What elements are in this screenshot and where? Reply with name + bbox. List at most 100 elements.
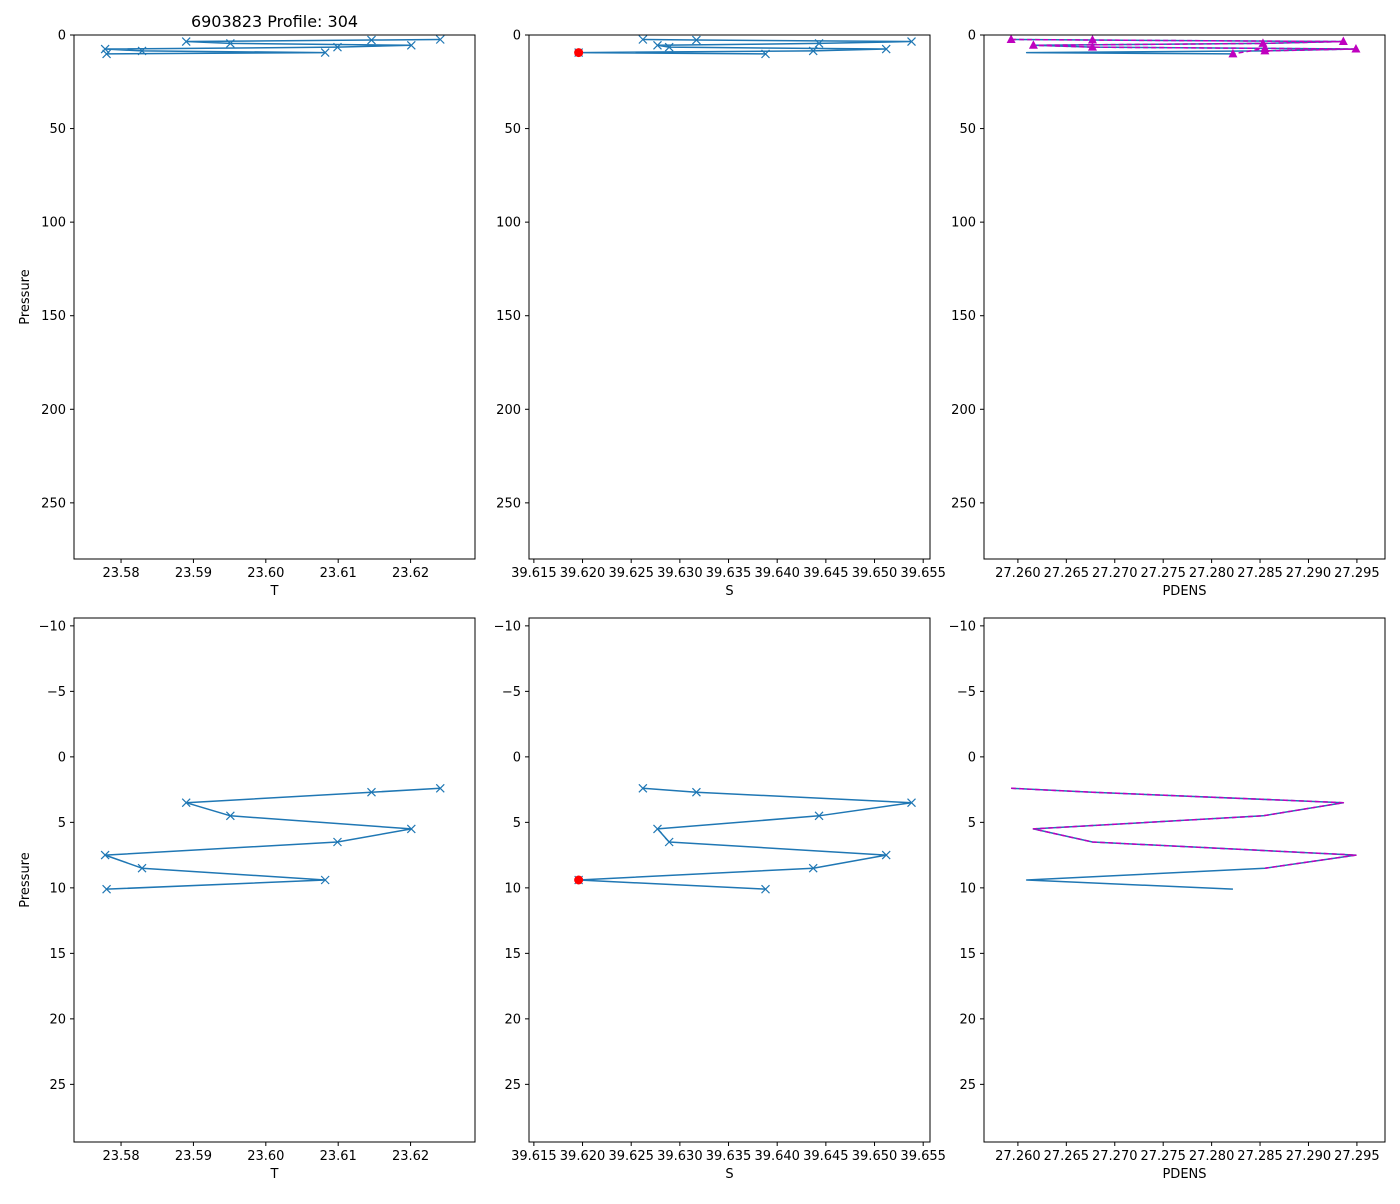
y-tick-label: 15: [504, 947, 521, 962]
data-point-s-2: [907, 37, 916, 46]
data-point-s-4: [653, 40, 662, 50]
x-tick-label: 39.640: [754, 1149, 800, 1164]
x-tick-label: 27.270: [1092, 1149, 1138, 1164]
x-tick-label: 39.655: [900, 566, 946, 581]
y-tick-label: 25: [49, 1078, 66, 1093]
marker-stroke: [638, 35, 648, 44]
x-tick-label: 27.295: [1334, 1149, 1380, 1164]
y-tick-label: 200: [951, 403, 976, 418]
series-line-pdens: [1011, 787, 1357, 890]
y-tick-label: −5: [502, 685, 521, 700]
y-tick-label: 0: [58, 750, 66, 765]
y-tick-label: 0: [513, 750, 521, 765]
x-tick-label: 27.270: [1092, 566, 1138, 581]
x-tick-label: 27.260: [995, 566, 1041, 581]
data-point-t-7: [137, 46, 147, 56]
x-tick-label: 39.650: [852, 1149, 898, 1164]
x-tick-label: 23.61: [320, 566, 357, 581]
y-tick-label: 100: [951, 216, 976, 231]
y-tick-label: 15: [959, 947, 976, 962]
data-point-s-3: [814, 38, 824, 48]
y-tick-label: 5: [513, 816, 521, 831]
marker-stroke: [181, 798, 191, 808]
marker-stroke: [691, 787, 701, 797]
data-point-t-2: [181, 37, 191, 46]
y-tick-label: 250: [41, 496, 66, 511]
y-axis-label: Pressure: [18, 852, 33, 908]
x-tick-label: 27.265: [1044, 566, 1090, 581]
x-tick-label: 23.58: [102, 566, 139, 581]
data-point-s-5: [664, 42, 674, 52]
data-point-t-4: [406, 824, 416, 834]
marker-stroke: [435, 783, 445, 793]
series-line-t: [104, 38, 441, 55]
x-tick-label: 23.60: [247, 566, 284, 581]
data-point-flagged-0: [574, 875, 584, 885]
y-tick-label: −5: [957, 685, 976, 700]
data-point-s-7: [808, 863, 818, 873]
data-point-t-5: [333, 42, 342, 52]
y-tick-label: 250: [496, 496, 521, 511]
x-tick-label: 39.620: [560, 566, 606, 581]
marker-stroke: [320, 875, 330, 885]
y-tick-label: 0: [968, 29, 976, 44]
data-point-s-2: [907, 798, 916, 808]
marker-stroke: [638, 783, 648, 793]
y-tick-label: −10: [39, 619, 66, 634]
y-tick-label: 5: [968, 816, 976, 831]
marker-stroke: [808, 863, 818, 873]
y-tick-label: 200: [496, 403, 521, 418]
marker-stroke: [814, 811, 824, 821]
series-line-t: [104, 787, 441, 890]
marker-stroke: [333, 42, 342, 52]
marker-stroke: [691, 35, 701, 45]
x-axis-label: S: [725, 1167, 733, 1182]
data-point-s-4: [653, 824, 662, 834]
axes-frame: [73, 34, 476, 560]
marker-stroke: [664, 42, 674, 52]
y-tick-label: 25: [959, 1078, 976, 1093]
marker-stroke: [435, 35, 445, 44]
y-tick-label: 20: [504, 1012, 521, 1027]
plot-area: [574, 783, 916, 894]
data-point-s-0: [638, 783, 648, 793]
data-point-t-0: [435, 35, 445, 44]
marker-stroke: [814, 38, 824, 48]
y-tick-label: 0: [968, 750, 976, 765]
marker-stroke: [367, 787, 376, 797]
series-line-pdens: [1011, 38, 1357, 55]
y-tick-label: 50: [959, 122, 976, 137]
data-point-pdens-computed-4: [1028, 40, 1038, 49]
y-tick-label: 10: [49, 881, 66, 896]
figure-title: 6903823 Profile: 304: [190, 12, 359, 31]
marker-stroke: [761, 49, 770, 59]
data-point-pdens-computed-1: [1087, 35, 1097, 44]
x-tick-label: 27.275: [1140, 1149, 1186, 1164]
marker-stroke: [100, 44, 110, 54]
x-tick-label: 27.285: [1237, 566, 1283, 581]
x-axis-label: PDENS: [1162, 1167, 1206, 1182]
data-point-pdens-computed-8: [1260, 43, 1270, 52]
y-tick-label: 25: [504, 1078, 521, 1093]
y-tick-label: 150: [951, 309, 976, 324]
x-tick-label: 27.290: [1286, 566, 1332, 581]
data-point-t-9: [102, 49, 111, 59]
x-tick-label: 27.290: [1286, 1149, 1332, 1164]
axes-frame: [983, 34, 1386, 560]
x-tick-label: 39.630: [657, 566, 703, 581]
data-point-t-1: [367, 35, 376, 45]
x-axis-label: S: [725, 584, 733, 599]
marker-stroke: [137, 863, 147, 873]
x-tick-label: 39.655: [900, 1149, 946, 1164]
data-point-s-3: [814, 811, 824, 821]
x-tick-label: 23.60: [247, 1149, 284, 1164]
panel-bottom-s: 39.615 39.620 39.625 39.630 39.635 39.640 39.6…: [494, 617, 946, 1182]
marker-stroke: [333, 837, 342, 847]
y-tick-label: −10: [494, 619, 521, 634]
y-tick-label: 15: [49, 947, 66, 962]
data-point-s-6: [881, 850, 891, 860]
marker-stroke: [225, 38, 235, 48]
x-tick-label: 39.635: [706, 566, 752, 581]
data-point-s-7: [808, 46, 818, 56]
y-tick-label: 0: [513, 29, 521, 44]
